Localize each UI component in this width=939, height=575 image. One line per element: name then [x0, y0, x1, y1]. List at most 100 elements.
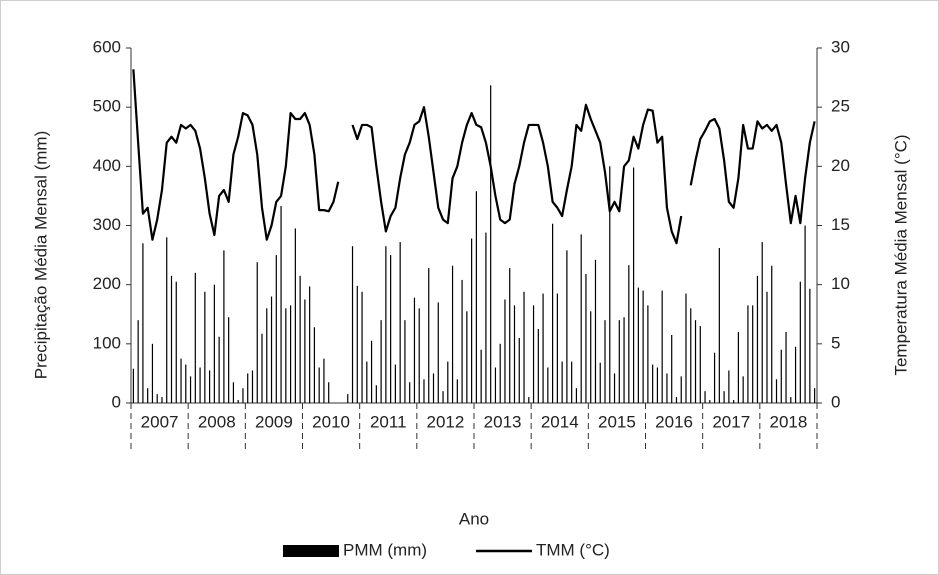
bar — [513, 305, 516, 403]
y-tick-label: 200 — [93, 274, 121, 293]
y-axis-title: Precipitação Média Mensal (mm) — [31, 131, 50, 379]
bar — [552, 223, 554, 403]
bar — [456, 379, 458, 403]
bar — [585, 274, 587, 403]
bar — [747, 305, 749, 403]
bar — [623, 317, 625, 403]
bar — [132, 368, 134, 403]
bar — [794, 346, 797, 403]
x-tick-label: 2009 — [255, 412, 293, 431]
bar — [561, 361, 563, 403]
bar — [170, 275, 173, 403]
x-axis-title: Ano — [459, 509, 489, 528]
legend-swatch — [283, 545, 339, 557]
bar — [632, 167, 635, 403]
bar — [451, 265, 454, 403]
bar — [466, 311, 468, 403]
bar — [594, 259, 597, 403]
bar — [328, 382, 330, 403]
bar — [809, 288, 811, 403]
bar — [661, 290, 663, 403]
bar — [685, 293, 687, 403]
bar — [356, 285, 358, 403]
bar — [723, 391, 725, 403]
bar — [189, 376, 192, 403]
bar — [351, 246, 354, 403]
bar — [270, 296, 273, 403]
bar — [385, 246, 387, 403]
bar — [547, 367, 549, 403]
bar — [790, 397, 792, 403]
bar — [204, 291, 206, 403]
bar — [313, 327, 316, 403]
bar — [766, 291, 768, 403]
bar — [156, 394, 158, 403]
y-tick-label: 0 — [112, 392, 121, 411]
bar — [161, 397, 163, 403]
bar — [690, 308, 692, 403]
bar — [609, 166, 611, 403]
bar — [194, 272, 196, 403]
bar — [147, 388, 149, 403]
bar — [528, 397, 530, 403]
bar — [261, 333, 263, 403]
bar — [318, 367, 320, 403]
bar — [275, 255, 277, 403]
bar — [213, 284, 215, 403]
x-tick-label: 2012 — [427, 412, 465, 431]
bar — [242, 388, 244, 403]
bar — [228, 317, 230, 403]
bar — [713, 352, 716, 403]
bar — [718, 247, 720, 403]
bar — [704, 391, 706, 403]
bar — [532, 305, 535, 403]
bar — [475, 191, 477, 403]
bar — [613, 373, 616, 403]
bar — [656, 367, 659, 403]
y-tick-label: 300 — [93, 215, 121, 234]
bar — [404, 320, 406, 403]
bar — [423, 379, 425, 403]
bar — [737, 332, 739, 403]
bar — [347, 394, 349, 403]
bar — [518, 337, 520, 403]
bar — [537, 329, 539, 403]
x-tick-label: 2011 — [370, 412, 407, 431]
y2-tick-label: 10 — [831, 274, 850, 293]
bar — [728, 370, 730, 403]
bar — [814, 388, 816, 403]
bar — [733, 400, 735, 403]
bar — [628, 265, 630, 403]
bar — [780, 349, 782, 403]
bar — [575, 388, 578, 403]
bar — [542, 293, 544, 403]
bar — [218, 336, 220, 403]
bar — [175, 281, 177, 403]
y-tick-label: 500 — [93, 97, 121, 116]
bar — [294, 228, 296, 403]
bar — [804, 225, 806, 403]
bar — [413, 297, 416, 403]
bar — [199, 367, 201, 403]
x-tick-label: 2016 — [655, 412, 693, 431]
bar — [590, 311, 592, 403]
bar — [285, 308, 287, 403]
bar — [556, 293, 558, 403]
y2-tick-label: 0 — [831, 392, 840, 411]
bar — [428, 268, 430, 403]
bar — [509, 268, 511, 403]
bar — [680, 376, 682, 403]
bar — [761, 242, 763, 403]
bar — [471, 238, 473, 403]
bar — [485, 232, 487, 403]
bar — [771, 265, 773, 403]
bar — [742, 376, 744, 403]
x-tick-label: 2015 — [598, 412, 636, 431]
legend-label: TMM (°C) — [536, 540, 610, 559]
bar — [604, 320, 606, 403]
bar — [709, 400, 711, 403]
bar — [504, 299, 506, 403]
bar — [180, 358, 182, 403]
